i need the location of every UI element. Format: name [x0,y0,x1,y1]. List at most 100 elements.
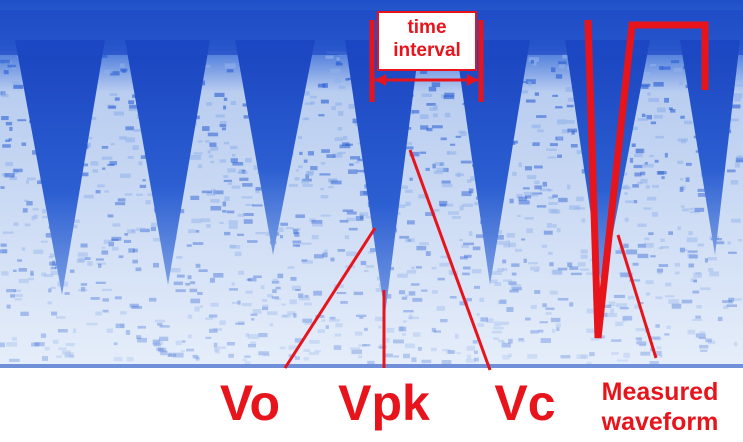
speckle-dot [518,200,530,205]
speckle-dot [530,304,537,309]
speckle-dot [650,255,656,258]
speckle-dot [444,92,455,97]
speckle-dot [647,92,651,96]
speckle-dot [349,347,360,350]
speckle-dot [275,286,281,290]
speckle-dot [128,248,135,253]
speckle-dot [334,77,341,83]
speckle-dot [168,352,173,357]
speckle-dot [12,289,22,292]
speckle-dot [209,328,218,333]
speckle-dot [172,352,184,358]
speckle-dot [159,325,170,328]
speckle-dot [467,354,471,360]
speckle-dot [571,130,575,135]
speckle-dot [124,233,129,236]
speckle-dot [154,319,166,323]
speckle-dot [17,119,27,122]
speckle-dot [359,212,369,217]
speckle-dot [624,192,628,195]
speckle-dot [382,353,393,358]
speckle-dot [248,344,256,348]
speckle-dot [358,355,363,359]
waveform-pointer [616,234,658,359]
speckle-dot [362,344,371,347]
speckle-dot [348,169,358,174]
spike [565,40,650,290]
speckle-dot [294,356,300,360]
speckle-dot [337,127,342,131]
speckle-dot [539,321,548,324]
speckle-dot [441,360,452,365]
speckle-dot [429,107,438,111]
speckle-dot [462,272,470,276]
speckle-dot [455,135,462,138]
speckle-dot [586,361,592,364]
speckle-dot [365,265,375,268]
speckle-dot [432,209,440,212]
speckle-dot [314,350,321,353]
speckle-dot [139,184,147,188]
speckle-dot [442,183,453,188]
speckle-dot [190,195,200,200]
speckle-dot [228,224,238,229]
speckle-dot [351,349,362,355]
speckle-dot [652,212,658,217]
speckle-dot [119,136,127,140]
speckle-dot [425,212,436,216]
speckle-dot [219,320,226,326]
speckle-dot [320,214,331,217]
speckle-dot [8,138,12,142]
speckle-dot [567,184,571,190]
speckle-dot [219,121,227,124]
speckle-dot [419,151,426,154]
speckle-dot [562,53,568,59]
speckle-dot [695,272,701,275]
speckle-dot [580,254,588,259]
speckle-dot [304,117,308,120]
speckle-dot [570,272,582,276]
speckle-dot [555,323,561,328]
speckle-dot [542,303,547,308]
speckle-dot [301,259,308,262]
speckle-dot [2,144,11,148]
speckle-dot [501,340,505,344]
speckle-dot [689,211,700,214]
speckle-dot [145,200,151,205]
speckle-dot [577,262,586,267]
speckle-dot [700,287,711,291]
speckle-dot [501,342,511,348]
speckle-dot [335,62,343,66]
spikes [15,40,740,315]
speckle-dot [348,227,358,231]
speckle-dot [477,323,485,327]
speckle-dot [539,188,551,192]
speckle-dot [213,273,224,278]
speckle-dot [644,237,650,241]
speckle-dot [338,85,346,89]
speckle-dot [641,83,651,87]
speckle-dot [181,350,185,353]
speckle-dot [214,92,225,97]
speckle-dot [114,296,122,300]
speckle-dot [131,229,135,233]
speckle-dot [558,197,568,203]
speckle-dot [364,327,368,331]
speckle-dot [246,278,252,281]
speckle-dot [551,269,563,275]
speckle-dot [31,215,35,221]
speckle-dot [131,305,142,309]
speckle-dot [446,350,456,354]
speckle-dot [668,107,673,110]
speckle-dot [510,284,522,289]
speckle-dot [360,260,367,266]
speckle-dot [425,251,431,256]
speckle-dot [107,214,114,218]
speckle-dot [557,154,562,158]
speckle-dot [730,180,739,185]
speckle-dot [147,193,153,196]
speckle-dot [468,188,474,194]
speckle-dot [194,306,200,312]
speckle-dot [629,279,641,282]
speckle-dot [64,352,74,357]
